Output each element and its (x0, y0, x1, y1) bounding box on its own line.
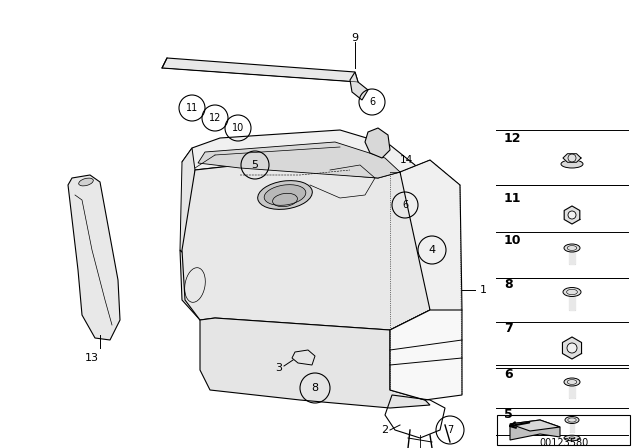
Polygon shape (569, 292, 575, 310)
Polygon shape (569, 248, 575, 264)
Polygon shape (510, 420, 560, 440)
Ellipse shape (564, 378, 580, 386)
Text: 14: 14 (400, 155, 413, 165)
Ellipse shape (264, 185, 306, 205)
Polygon shape (390, 310, 462, 400)
Polygon shape (563, 154, 581, 162)
Text: 1: 1 (480, 285, 487, 295)
Text: 9: 9 (351, 33, 358, 43)
Ellipse shape (564, 435, 580, 441)
Ellipse shape (258, 181, 312, 209)
Polygon shape (569, 382, 575, 398)
Text: 7: 7 (504, 322, 513, 335)
Polygon shape (510, 420, 560, 431)
Text: 12: 12 (209, 113, 221, 123)
Polygon shape (563, 337, 582, 359)
Text: 4: 4 (428, 245, 436, 255)
Text: 11: 11 (504, 191, 522, 204)
Polygon shape (182, 130, 420, 188)
Text: 5: 5 (252, 160, 259, 170)
Text: 2: 2 (381, 425, 388, 435)
Polygon shape (182, 165, 430, 330)
Ellipse shape (563, 288, 581, 297)
Polygon shape (350, 72, 368, 100)
Polygon shape (68, 175, 120, 340)
Polygon shape (365, 128, 390, 158)
Polygon shape (162, 58, 358, 82)
Circle shape (567, 343, 577, 353)
Text: 8: 8 (312, 383, 319, 393)
Text: 13: 13 (85, 353, 99, 363)
Text: 8: 8 (504, 279, 513, 292)
Polygon shape (390, 160, 462, 335)
Text: 6: 6 (369, 97, 375, 107)
Ellipse shape (564, 244, 580, 252)
Circle shape (568, 211, 576, 219)
Text: 6: 6 (504, 367, 513, 380)
Polygon shape (180, 250, 220, 320)
Text: 6: 6 (402, 200, 408, 210)
Text: 10: 10 (232, 123, 244, 133)
Ellipse shape (565, 417, 579, 423)
Text: 3: 3 (275, 363, 282, 373)
Text: 11: 11 (186, 103, 198, 113)
Polygon shape (570, 420, 575, 432)
Polygon shape (200, 318, 430, 408)
Text: 10: 10 (504, 233, 522, 246)
Text: 5: 5 (504, 409, 513, 422)
Text: 12: 12 (504, 132, 522, 145)
Ellipse shape (561, 160, 583, 168)
Text: 00123580: 00123580 (539, 438, 588, 448)
Polygon shape (180, 148, 195, 258)
Ellipse shape (79, 178, 93, 186)
Text: 7: 7 (447, 425, 453, 435)
Ellipse shape (569, 437, 575, 439)
Polygon shape (198, 142, 400, 178)
Polygon shape (564, 206, 580, 224)
